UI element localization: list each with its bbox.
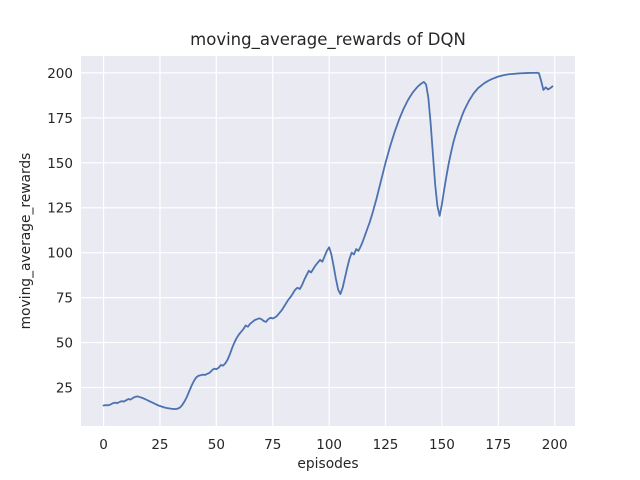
- y-tick-label: 50: [56, 336, 73, 352]
- x-tick-label: 75: [264, 437, 281, 453]
- x-tick-label: 25: [151, 437, 168, 453]
- chart-title: moving_average_rewards of DQN: [190, 30, 466, 50]
- x-tick-labels: 0 25 50 75 100 125 150 175 200: [99, 437, 567, 453]
- x-tick-label: 100: [316, 437, 342, 453]
- y-tick-label: 25: [56, 381, 73, 397]
- x-tick-label: 175: [485, 437, 511, 453]
- y-tick-label: 100: [47, 246, 73, 262]
- y-tick-label: 175: [47, 111, 73, 127]
- x-tick-label: 0: [99, 437, 108, 453]
- y-tick-label: 200: [47, 66, 73, 82]
- x-tick-label: 125: [373, 437, 399, 453]
- y-tick-label: 75: [56, 291, 73, 307]
- x-tick-label: 50: [208, 437, 225, 453]
- y-axis-label: moving_average_rewards: [18, 153, 34, 330]
- gridlines: [81, 56, 575, 426]
- x-tick-label: 200: [542, 437, 568, 453]
- y-tick-labels: 25 50 75 100 125 150 175 200: [47, 66, 73, 397]
- x-tick-label: 150: [429, 437, 455, 453]
- y-tick-label: 150: [47, 156, 73, 172]
- y-tick-label: 125: [47, 201, 73, 217]
- plot-area: [81, 56, 575, 426]
- line-series-moving-average-rewards: [102, 71, 554, 410]
- x-axis-label: episodes: [297, 456, 358, 472]
